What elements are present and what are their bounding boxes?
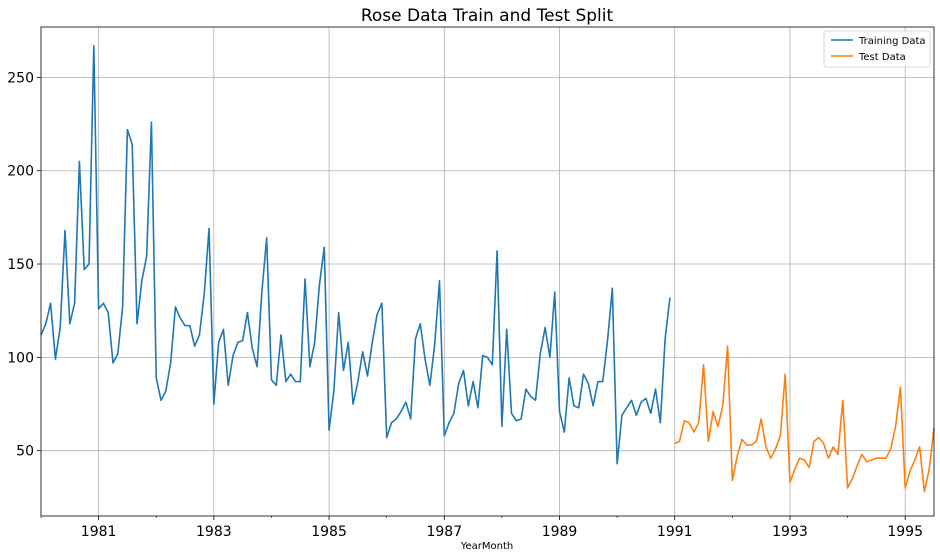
x-tick-label: 1993	[772, 524, 808, 540]
y-tick-label: 50	[16, 444, 34, 460]
series-line-training-data	[40, 44, 671, 465]
y-tick-label: 100	[7, 350, 34, 366]
x-tick-label: 1985	[311, 524, 347, 540]
ticks: 50 100 150 200 250 1981 1983 1985 1987 1989 1991 19…	[7, 70, 923, 540]
legend-label-test-data: Test Data	[858, 52, 906, 63]
x-tick-label: 1989	[542, 524, 578, 540]
legend: Training Data Test Data	[823, 30, 931, 68]
y-tick-label: 250	[7, 70, 34, 86]
x-tick-label: 1981	[81, 524, 117, 540]
y-tick-label: 200	[7, 164, 34, 180]
x-tick-label: 1983	[196, 524, 232, 540]
x-tick-label: 1995	[887, 524, 923, 540]
x-tick-label: 1991	[657, 524, 693, 540]
series-layer	[40, 44, 935, 493]
chart-title: Rose Data Train and Test Split	[361, 6, 614, 26]
series-line-test-data	[674, 345, 935, 493]
y-tick-label: 150	[7, 257, 34, 273]
x-axis-label: YearMonth	[460, 541, 514, 552]
plot-area	[40, 26, 935, 517]
x-tick-label: 1987	[426, 524, 462, 540]
legend-label-training-data: Training Data	[858, 36, 926, 47]
grid	[41, 27, 934, 516]
